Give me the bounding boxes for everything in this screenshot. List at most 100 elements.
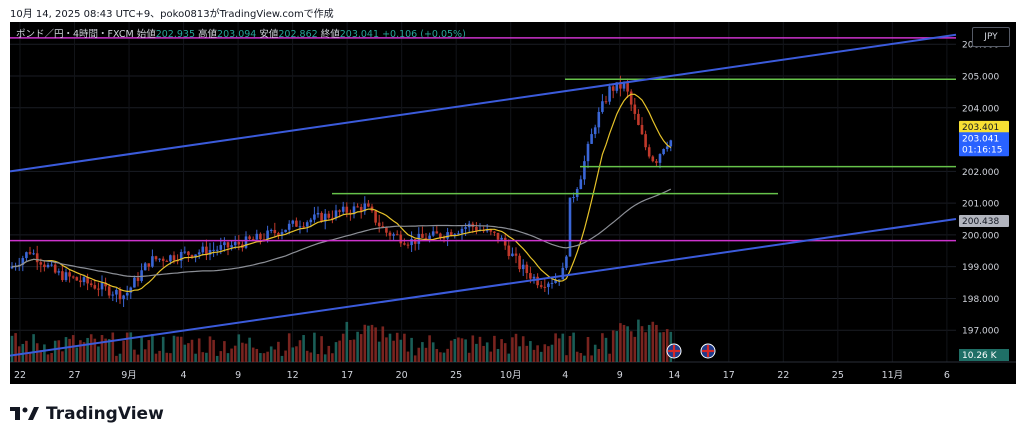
y-tick-label: 197.000 [962, 327, 999, 337]
candle-body [338, 210, 341, 212]
candle-body [583, 161, 586, 180]
volume-bar [485, 342, 489, 362]
volume-bar [64, 337, 68, 362]
candle-body [453, 234, 457, 236]
volume-bar [183, 344, 187, 362]
x-tick-label: 17 [723, 370, 735, 381]
volume-bar [395, 332, 399, 362]
candle-body [320, 212, 323, 222]
x-tick-label: 4 [562, 370, 568, 381]
volume-bar [169, 353, 172, 362]
volume-bar [341, 333, 345, 362]
volume-bar [633, 336, 637, 362]
candle-body [457, 233, 460, 235]
candle-body [93, 285, 97, 289]
candle-body [352, 206, 356, 215]
volume-bar [561, 333, 565, 362]
volume-bar [388, 333, 392, 362]
candle-body [608, 86, 611, 102]
volume-bar [295, 346, 298, 362]
candle-body [53, 264, 57, 273]
volume-bar [93, 338, 97, 362]
volume-bar [385, 337, 388, 362]
volume-bar [367, 325, 370, 362]
volume-bar [363, 324, 367, 362]
volume-bar [43, 344, 46, 362]
candle-body [133, 277, 136, 288]
volume-bar [658, 332, 662, 362]
volume-bar [424, 347, 428, 362]
candle-body [291, 220, 295, 224]
x-tick-label: 22 [777, 370, 789, 381]
y-tick-label: 199.000 [962, 263, 999, 273]
volume-bar [619, 323, 622, 362]
x-tick-label: 12 [287, 370, 299, 381]
open-value: 202.935 [155, 29, 195, 40]
candle-body [50, 264, 53, 266]
candle-body [68, 272, 71, 277]
candle-body [377, 222, 381, 227]
volume-bar [79, 340, 82, 362]
chart-panel[interactable]: 206.000205.000204.000202.000201.000200.0… [10, 22, 1016, 384]
volume-bar [129, 332, 133, 362]
candle-body [629, 91, 633, 105]
volume-bar [525, 345, 529, 362]
candle-body [442, 237, 446, 239]
volume-bar [205, 352, 208, 362]
candle-body [658, 154, 662, 163]
volume-bar [291, 347, 295, 362]
candle-body [356, 206, 359, 208]
candle-body [215, 249, 219, 251]
volume-bar [10, 335, 14, 362]
candle-body [86, 277, 89, 284]
candle-body [158, 258, 161, 260]
candle-body [460, 228, 464, 234]
candle-body [647, 147, 651, 157]
candle-body [385, 227, 388, 233]
brand-name: TradingView [46, 404, 164, 424]
candle-body [507, 245, 511, 257]
volume-bar [201, 352, 205, 362]
volume-bar [71, 335, 75, 362]
volume-bar [208, 336, 212, 362]
uk-flag-icon[interactable] [666, 343, 682, 359]
volume-bar [345, 321, 349, 362]
candle-body [410, 239, 413, 246]
volume-bar [25, 340, 28, 362]
candle-body [151, 256, 154, 267]
price-chart[interactable]: 206.000205.000204.000202.000201.000200.0… [10, 22, 1016, 384]
candle-body [565, 256, 568, 268]
ohlc-header: ポンド／円・4時間・FXCM 始値202.935 高値203.094 安値202… [16, 26, 466, 40]
candle-body [536, 276, 539, 286]
candle-body [32, 253, 35, 255]
candle-body [586, 143, 590, 162]
volume-bar [165, 352, 169, 362]
candle-body [359, 206, 363, 212]
close-value: 203.041 [339, 29, 380, 40]
volume-bar [158, 350, 161, 362]
candle-body [489, 229, 493, 232]
candle-body [244, 236, 248, 248]
uk-flag-icon[interactable] [700, 343, 716, 359]
candle-body [604, 101, 608, 103]
candle-body [554, 279, 557, 283]
tradingview-brand: TradingView [10, 404, 164, 424]
volume-bar [323, 354, 327, 362]
candle-body [547, 283, 550, 288]
volume-bar [61, 351, 64, 362]
x-tick-label: 25 [832, 370, 844, 381]
candle-body [248, 236, 251, 239]
candle-body [295, 220, 298, 227]
volume-bar [14, 333, 17, 362]
volume-bar [86, 337, 89, 362]
currency-button[interactable]: JPY [972, 27, 1010, 47]
volume-bar [89, 334, 93, 362]
volume-bar [557, 338, 561, 362]
countdown-text: 01:16:15 [962, 145, 1002, 155]
candle-body [424, 237, 428, 240]
candle-body [61, 271, 64, 281]
volume-bar [518, 346, 521, 362]
candle-body [136, 277, 140, 281]
volume-bar [547, 346, 550, 362]
candle-body [259, 233, 262, 240]
